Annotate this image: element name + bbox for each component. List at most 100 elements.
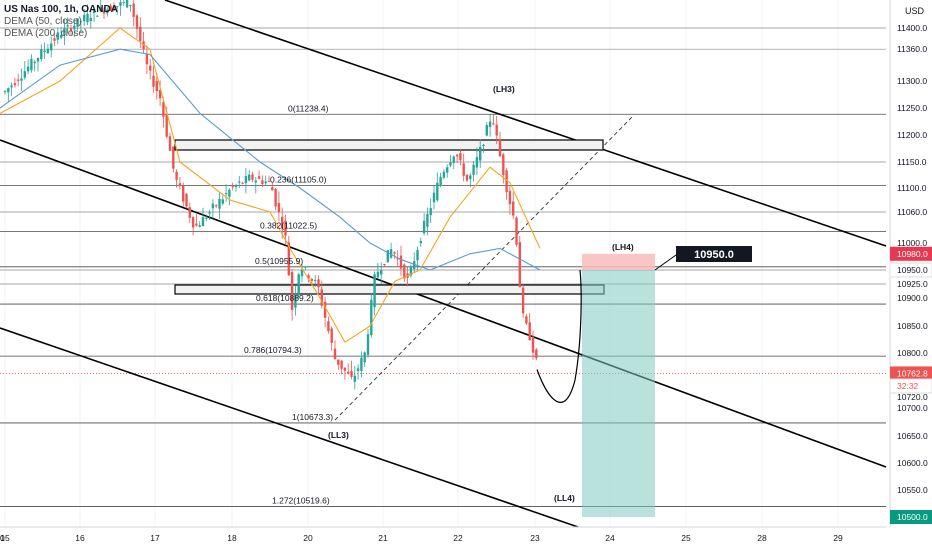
time-tick-label: 29 — [833, 533, 843, 543]
candle-body — [109, 5, 112, 11]
indicator-dema50[interactable]: DEMA (50, close) — [4, 16, 82, 27]
indicator-dema200[interactable]: DEMA (200, close) — [4, 28, 88, 39]
candle-body — [350, 370, 353, 377]
price-label-box — [890, 510, 932, 524]
candle-body — [459, 153, 462, 161]
candle-body — [439, 176, 442, 186]
channel-line — [0, 139, 887, 468]
candle-body — [515, 217, 518, 245]
candle-body — [505, 170, 508, 193]
supply-demand-zones — [174, 139, 605, 295]
pivot-annotation: (LL3) — [328, 430, 349, 440]
price-tick-label: 11250.0 — [897, 103, 927, 113]
candle-body — [376, 271, 380, 278]
time-tick-label: 18 — [227, 533, 237, 543]
fib-label: 0.382(11022.5) — [260, 220, 317, 230]
candle-body — [224, 192, 228, 194]
candle-body — [102, 10, 106, 14]
price-tick-label: 11200.0 — [897, 130, 927, 140]
price-tick-label: 10720.0 — [897, 392, 928, 402]
candle-body — [356, 368, 360, 371]
candle-body — [248, 174, 251, 181]
candle-body — [287, 242, 290, 276]
candle-body — [56, 32, 59, 40]
price-label-box — [890, 366, 932, 381]
candle-body — [205, 217, 208, 219]
callout-pointer — [654, 254, 677, 271]
candle-body — [360, 357, 363, 371]
candle-body — [320, 289, 323, 306]
candle-body — [297, 274, 300, 296]
price-label: 10500.0 — [897, 512, 928, 522]
price-tick-label: 10650.0 — [897, 431, 928, 441]
candle-body — [208, 212, 211, 214]
dashed-trendline — [334, 114, 635, 421]
candle-body — [99, 7, 102, 12]
candle-body — [30, 58, 33, 71]
candle-body — [175, 171, 178, 180]
candle-body — [43, 50, 46, 53]
candle-body — [198, 225, 201, 227]
price-tick-label: 11100.0 — [897, 183, 927, 193]
time-tick-label: 28 — [757, 533, 767, 543]
candle-body — [274, 188, 277, 207]
price-tick-label: 10900.0 — [897, 293, 928, 303]
candle-body — [452, 156, 455, 163]
candle-body — [525, 316, 528, 324]
time-tick-label: 22 — [453, 533, 463, 543]
candle-body — [20, 78, 23, 81]
candle-body — [337, 359, 340, 365]
channel-line — [164, 0, 887, 247]
candle-body — [370, 299, 373, 336]
candle-body — [119, 2, 122, 6]
candle-body — [363, 352, 366, 363]
pivot-annotation: (LH3) — [493, 84, 515, 94]
time-tick-label: 21 — [378, 533, 388, 543]
annotations: (LH3) (LL3) (LH4) (LL4) 10950.0 — [328, 84, 752, 503]
trade-position[interactable] — [582, 253, 655, 517]
demand-zone — [174, 284, 605, 295]
candle-body — [79, 21, 83, 23]
fib-label: 0.786(10794.3) — [244, 345, 302, 355]
fib-label: 0.618(10889.2) — [256, 293, 314, 303]
candle-body — [300, 269, 304, 277]
price-tick-label: 11060.0 — [897, 207, 927, 217]
stop-loss-zone — [582, 253, 655, 270]
time-tick-label: 25 — [681, 533, 691, 543]
candle-body — [373, 274, 376, 308]
time-tick-label: 15 — [0, 533, 10, 543]
price-label: 10950.0 — [897, 265, 928, 275]
candle-body — [535, 349, 538, 359]
candle-body — [502, 154, 505, 175]
time-axis[interactable]: 15 16 17 18 20 21 22 23 24 25 28 29 30 — [0, 526, 886, 543]
candle-body — [40, 49, 43, 60]
candle-body — [495, 124, 498, 136]
candle-body — [475, 157, 479, 168]
candle-body — [271, 187, 274, 191]
candle-body — [96, 15, 99, 17]
price-tick-label: 11400.0 — [897, 23, 927, 33]
candle-body — [165, 114, 168, 137]
candle-body — [462, 163, 465, 176]
candle-body — [135, 15, 139, 30]
moving-averages — [0, 27, 541, 343]
candle-body — [314, 280, 317, 282]
candle-body — [26, 66, 30, 72]
price-axis[interactable]: 11400.0 11360.0 11300.0 11250.0 11200.0 11150… — [889, 0, 932, 550]
candle-body — [3, 91, 7, 93]
candle-body — [7, 88, 10, 93]
fib-label: 1(10673.3) — [292, 412, 333, 422]
candle-body — [83, 15, 86, 22]
time-tick-label: 23 — [530, 533, 540, 543]
candle-body — [201, 217, 205, 227]
price-label-box — [889, 262, 932, 278]
price-tick-label: 11150.0 — [897, 157, 927, 167]
candle-body — [521, 287, 525, 314]
candle-body — [317, 279, 320, 288]
candle-body — [139, 26, 142, 41]
candle-body — [403, 264, 406, 279]
candle-body — [86, 13, 89, 23]
currency-label: USD — [904, 6, 924, 16]
price-label: 10762.8 — [897, 368, 928, 378]
